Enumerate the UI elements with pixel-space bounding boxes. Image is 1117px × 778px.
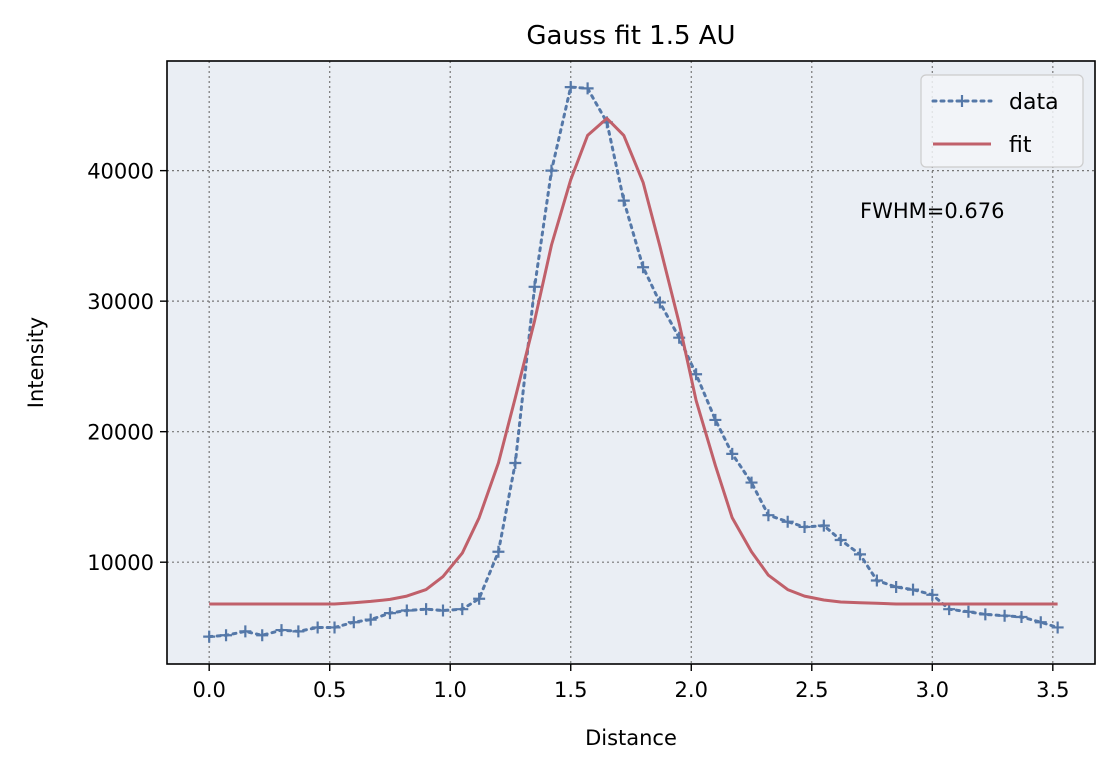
plot-frame <box>166 60 1096 665</box>
data-point-marker <box>492 545 505 558</box>
legend-box <box>920 74 1084 168</box>
data-point-marker <box>473 592 486 605</box>
data-point-marker <box>762 509 775 522</box>
data-point-marker <box>926 588 939 601</box>
data-point-marker <box>203 630 216 643</box>
data-point-marker <box>979 608 992 621</box>
data-point-marker <box>709 413 722 426</box>
data-point-marker <box>907 583 920 596</box>
data-point-marker <box>564 81 577 94</box>
data-point-marker <box>745 476 758 489</box>
data-point-marker <box>347 616 360 629</box>
data-point-marker <box>400 604 413 617</box>
data-point-marker <box>690 368 703 381</box>
data-point-marker <box>1015 611 1028 624</box>
x-tick-label: 3.0 <box>916 678 949 702</box>
ticks: 0.0 0.5 1.0 1.5 2.0 2.5 3.0 3.5 10000 20000 30000 4… <box>87 160 1069 702</box>
data-point-marker <box>239 625 252 638</box>
data-point-marker <box>853 548 866 561</box>
data-point-marker <box>456 603 469 616</box>
data-point-marker <box>509 457 522 469</box>
data-point-marker <box>1051 621 1064 634</box>
data-point-marker <box>545 164 558 177</box>
y-tick-label: 30000 <box>87 290 154 314</box>
legend-marker-data <box>956 95 968 107</box>
data-point-marker <box>834 534 847 547</box>
x-tick-label: 3.5 <box>1036 678 1069 702</box>
data-point-marker <box>383 607 396 620</box>
data-point-marker <box>798 520 811 533</box>
series-fit <box>209 116 1058 606</box>
data-point-marker <box>637 261 650 274</box>
data-point-marker <box>220 629 233 642</box>
y-tick-label: 40000 <box>87 160 154 184</box>
legend: data fit <box>920 74 1084 168</box>
data-point-marker <box>617 194 630 207</box>
legend-label-data: data <box>1009 90 1059 115</box>
x-tick-label: 1.0 <box>434 678 467 702</box>
data-point-marker <box>420 603 433 616</box>
data-point-marker <box>726 447 739 460</box>
data-point-marker <box>364 613 377 626</box>
x-axis-label: Distance <box>585 726 677 750</box>
chart-title: Gauss fit 1.5 AU <box>526 21 735 51</box>
data-point-marker <box>817 519 830 532</box>
data-point-marker <box>1034 616 1047 629</box>
data-point-marker <box>311 621 324 634</box>
data-point-marker <box>328 621 341 634</box>
data-point-marker <box>581 82 594 95</box>
data-point-marker <box>275 624 288 637</box>
y-tick-label: 20000 <box>87 421 154 445</box>
series-layer <box>203 81 1064 643</box>
data-point-marker <box>781 515 794 528</box>
data-point-marker <box>256 629 269 642</box>
data-point-marker <box>528 280 541 293</box>
x-tick-label: 2.5 <box>795 678 828 702</box>
data-point-marker <box>870 574 883 587</box>
legend-label-fit: fit <box>1009 133 1032 158</box>
series-line-fit <box>209 116 1058 606</box>
data-point-marker <box>998 609 1011 622</box>
x-tick-label: 1.5 <box>554 678 587 702</box>
fwhm-annotation: FWHM=0.676 <box>860 199 1004 223</box>
series-data <box>203 81 1064 643</box>
data-point-marker <box>890 580 903 593</box>
x-tick-label: 0.0 <box>192 678 225 702</box>
data-point-marker <box>962 605 975 618</box>
data-point-marker <box>436 604 449 617</box>
x-tick-label: 2.0 <box>675 678 708 702</box>
data-point-marker <box>653 296 666 309</box>
x-tick-label: 0.5 <box>313 678 346 702</box>
y-tick-label: 10000 <box>87 551 154 575</box>
data-point-marker <box>292 625 305 638</box>
y-axis-label: Intensity <box>24 317 48 408</box>
